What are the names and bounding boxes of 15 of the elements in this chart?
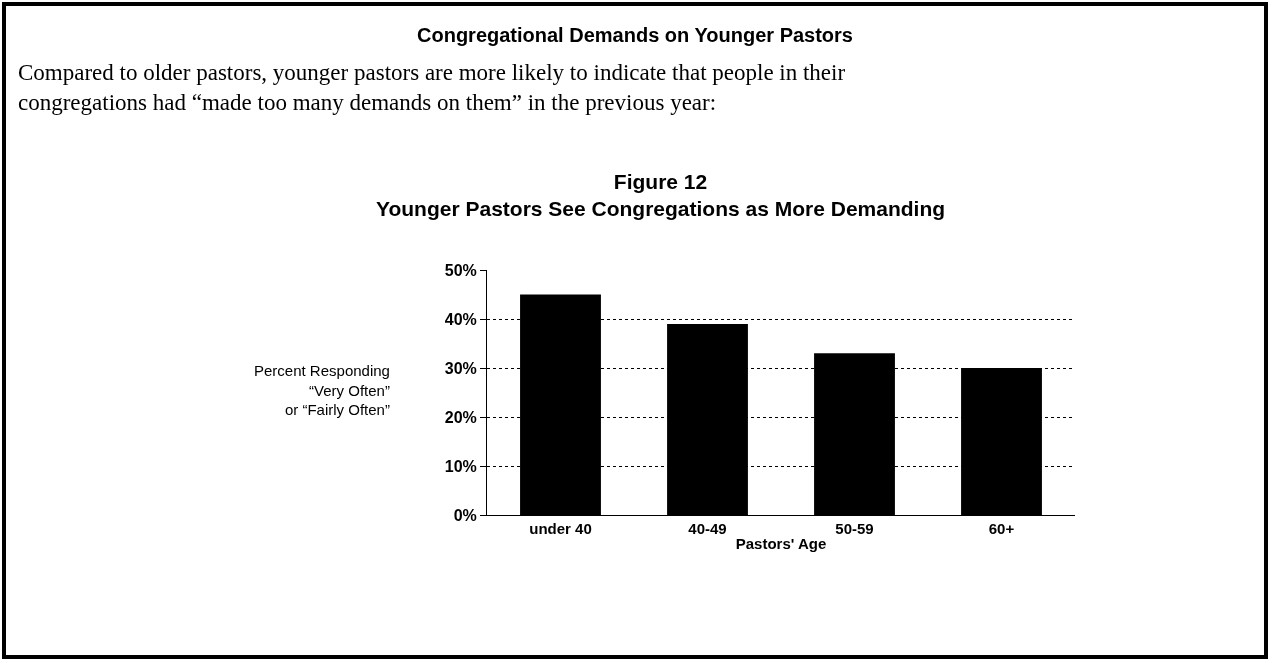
y-tick-label: 50% (444, 261, 477, 279)
y-tick-label: 0% (453, 506, 477, 524)
x-tick-label: 60+ (988, 520, 1015, 537)
x-axis-title: Pastors' Age (735, 535, 827, 552)
chart-title: Congregational Demands on Younger Pastors (417, 24, 853, 46)
x-tick-label: 50-59 (835, 520, 874, 537)
chart-subtitle: Compared to older pastors, younger pastors are more likely to indicate that people in their congregations had “made too many demands on them” in the previous year: (18, 60, 846, 115)
y-tick-label: 10% (444, 457, 477, 475)
y-tick-label: 30% (444, 359, 477, 377)
caption: Figure 12 Younger Pastors See Congregations as More Demanding (376, 170, 946, 221)
y-tick-label: 40% (444, 310, 477, 328)
y-axis-title: Percent Responding “Very Often” or “Fairly Often” (254, 362, 390, 418)
x-tick-label: 40-49 (688, 520, 727, 537)
y-tick-label: 20% (444, 408, 477, 426)
x-tick-label: under 40 (529, 520, 592, 537)
